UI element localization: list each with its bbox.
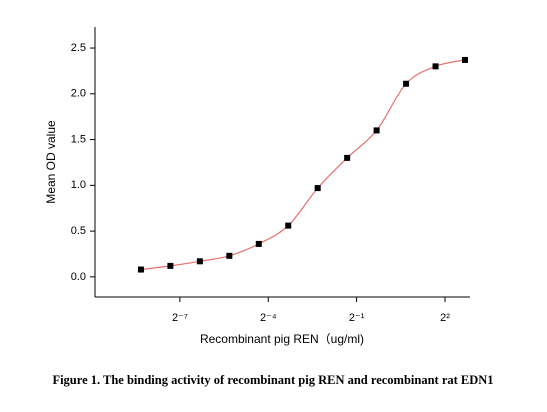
data-point	[432, 63, 439, 70]
y-tick-label: 2.5	[71, 42, 86, 54]
data-point	[285, 222, 292, 229]
y-tick-label: 0.5	[71, 225, 86, 237]
data-point	[137, 266, 144, 273]
y-tick-label: 1.0	[71, 179, 86, 191]
data-point	[314, 185, 321, 192]
data-point	[255, 240, 262, 247]
data-point	[344, 154, 351, 161]
data-point	[461, 56, 468, 63]
data-point	[196, 258, 203, 265]
y-tick-label: 2.0	[71, 88, 86, 100]
x-tick-label: 2⁻⁷	[172, 312, 188, 324]
x-tick-label: 2⁻¹	[349, 312, 365, 324]
y-axis-label: Mean OD value	[44, 120, 58, 204]
y-tick-label: 0.0	[71, 271, 86, 283]
data-point	[167, 262, 174, 269]
data-point	[373, 127, 380, 134]
y-tick-label: 1.5	[71, 133, 86, 145]
x-tick-label: 2²	[440, 312, 450, 324]
data-point	[403, 80, 410, 87]
x-axis-label: Recombinant pig REN（ug/ml)	[200, 332, 364, 346]
x-tick-label: 2⁻⁴	[260, 312, 277, 324]
data-point	[226, 252, 233, 259]
fit-curve	[140, 59, 466, 271]
caption: Figure 1. The binding activity of recomb…	[52, 373, 493, 387]
